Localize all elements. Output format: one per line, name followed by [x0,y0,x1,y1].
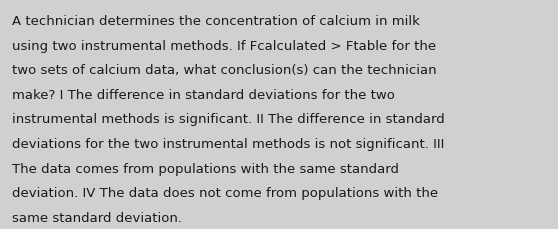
Text: deviations for the two instrumental methods is not significant. III: deviations for the two instrumental meth… [12,137,445,150]
Text: make? I The difference in standard deviations for the two: make? I The difference in standard devia… [12,88,395,101]
Text: A technician determines the concentration of calcium in milk: A technician determines the concentratio… [12,15,420,28]
Text: The data comes from populations with the same standard: The data comes from populations with the… [12,162,400,175]
Text: same standard deviation.: same standard deviation. [12,211,182,224]
Text: using two instrumental methods. If Fcalculated > Ftable for the: using two instrumental methods. If Fcalc… [12,39,436,52]
Text: deviation. IV The data does not come from populations with the: deviation. IV The data does not come fro… [12,186,439,199]
Text: two sets of calcium data, what conclusion(s) can the technician: two sets of calcium data, what conclusio… [12,64,437,77]
Text: instrumental methods is significant. II The difference in standard: instrumental methods is significant. II … [12,113,445,126]
